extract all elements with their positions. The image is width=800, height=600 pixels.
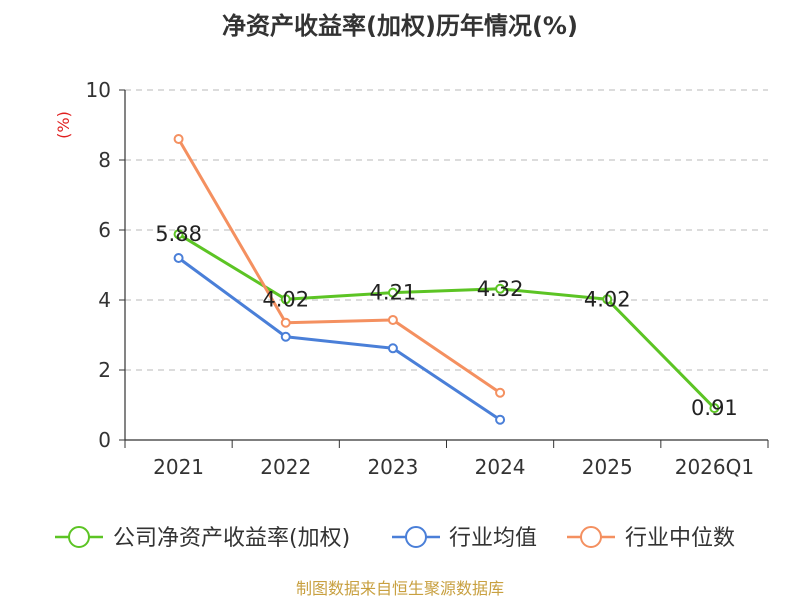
data-point [495, 414, 506, 425]
data-point [280, 331, 291, 342]
y-tick-label: 10 [86, 78, 111, 102]
y-tick-label: 2 [98, 358, 111, 382]
legend: 公司净资产收益率(加权) 行业均值 行业中位数 [55, 526, 735, 551]
legend-marker [68, 526, 90, 548]
y-tick-label: 4 [98, 288, 111, 312]
data-label: 4.21 [370, 281, 417, 305]
series-line [177, 138, 501, 394]
y-tick-label: 6 [98, 218, 111, 242]
x-tick-label: 2025 [582, 455, 633, 479]
y-tick-label: 0 [98, 428, 111, 452]
data-point [280, 294, 291, 305]
y-axis-unit-label: (%) [54, 111, 73, 139]
chart-title: 净资产收益率(加权)历年情况(%) [222, 12, 578, 40]
data-point [495, 387, 506, 398]
legend-marker [405, 526, 427, 548]
x-tick-label: 2022 [260, 455, 311, 479]
legend-marker [580, 526, 602, 548]
gridlines [125, 89, 768, 371]
legend-item: 行业均值 [392, 526, 537, 551]
x-tick-label: 2026Q1 [675, 455, 754, 479]
data-label: 5.88 [155, 222, 202, 246]
legend-label: 行业均值 [449, 526, 537, 551]
data-point [602, 294, 613, 305]
data-point [709, 403, 720, 414]
axes: 0 2 4 6 8 10 2021 2022 2023 2024 2025 2026Q1 [86, 78, 769, 479]
source-note: 制图数据来自恒生聚源数据库 [296, 579, 504, 598]
data-label: 0.91 [691, 396, 738, 420]
x-tick-label: 2023 [367, 455, 418, 479]
data-point [495, 283, 506, 294]
legend-label: 公司净资产收益率(加权) [113, 526, 350, 551]
data-point [173, 134, 184, 144]
series-line [177, 232, 716, 410]
data-point [173, 229, 184, 240]
x-tick-label: 2021 [153, 455, 204, 479]
data-point [387, 314, 398, 325]
data-point [387, 287, 398, 298]
series-lines [173, 134, 720, 425]
x-tick-label: 2024 [475, 455, 526, 479]
data-point [280, 317, 291, 328]
series-line [177, 256, 501, 421]
data-label: 4.32 [477, 277, 524, 301]
legend-item: 行业中位数 [567, 526, 735, 551]
legend-label: 行业中位数 [625, 526, 735, 551]
data-label: 4.02 [584, 287, 631, 311]
data-point [173, 253, 184, 263]
legend-item: 公司净资产收益率(加权) [55, 526, 350, 551]
data-label: 4.02 [262, 287, 309, 311]
data-labels: 5.88 4.02 4.21 4.32 4.02 0.91 [155, 222, 738, 420]
data-point [387, 343, 398, 354]
y-tick-label: 8 [98, 148, 111, 172]
